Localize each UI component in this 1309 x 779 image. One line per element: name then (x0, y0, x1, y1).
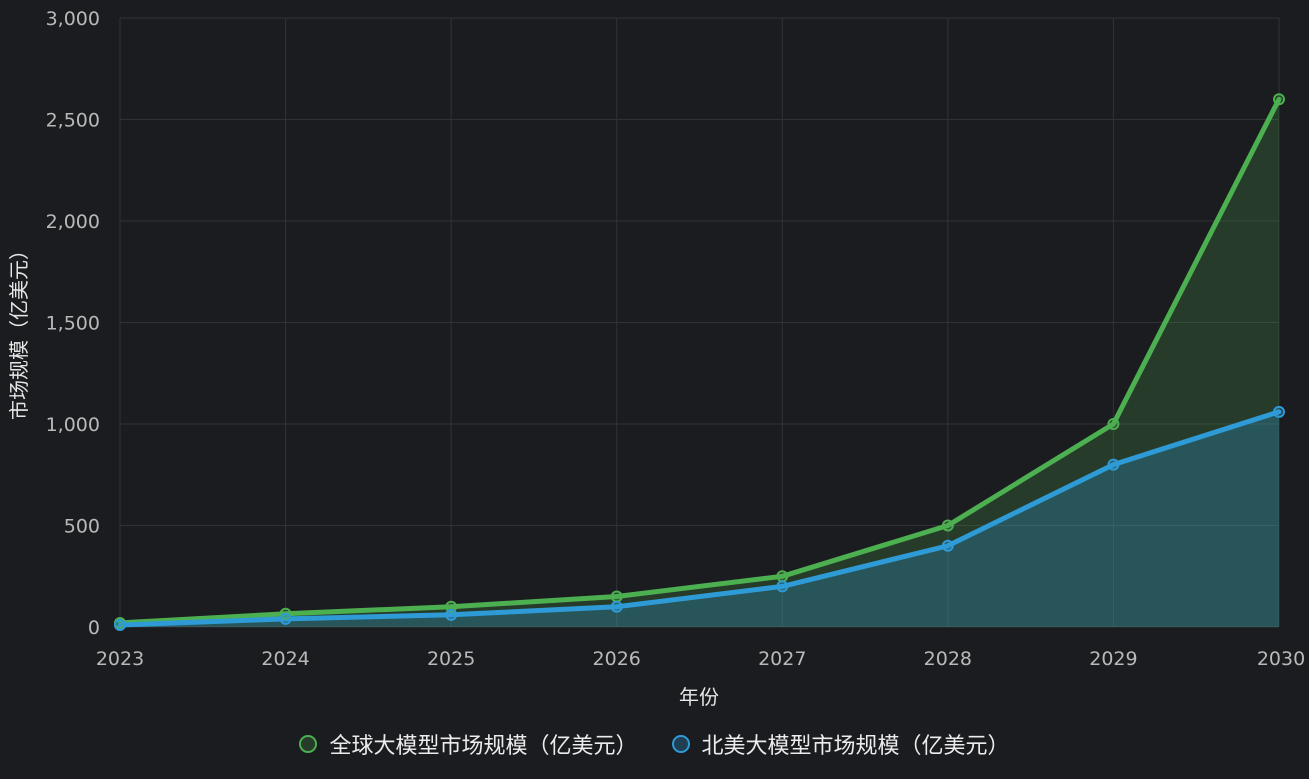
legend-swatch-north-america (671, 735, 690, 753)
y-tick-label: 0 (88, 617, 100, 639)
data-point (1273, 405, 1285, 418)
data-points (114, 93, 1285, 631)
series-line-0 (117, 96, 1282, 626)
data-point (445, 600, 458, 613)
data-point (445, 608, 458, 621)
data-point (610, 600, 623, 613)
y-tick-label: 2,500 (46, 110, 100, 132)
series-lines (117, 96, 1282, 628)
legend: 全球大模型市场规模（亿美元） 北美大模型市场规模（亿美元） (0, 728, 1309, 760)
series-area-0 (120, 99, 1279, 627)
x-tick-label: 2030 (1257, 648, 1305, 670)
data-point (776, 580, 789, 593)
data-point (1107, 418, 1120, 430)
series-area-1 (120, 411, 1279, 627)
data-point (1107, 458, 1120, 471)
x-axis-ticks: 2023 2024 2025 2026 2027 2028 2029 2030 (96, 648, 1305, 670)
legend-item-north-america[interactable]: 北美大模型市场规模（亿美元） (671, 728, 1010, 760)
legend-label-global: 全球大模型市场规模（亿美元） (329, 734, 638, 759)
x-tick-label: 2028 (924, 648, 972, 670)
x-tick-label: 2023 (96, 648, 144, 670)
y-tick-label: 3,000 (46, 8, 100, 30)
x-tick-label: 2029 (1089, 648, 1137, 670)
area-fills (120, 99, 1279, 627)
x-tick-label: 2024 (261, 648, 309, 670)
y-tick-label: 1,000 (46, 414, 100, 436)
x-axis-title: 年份 (679, 685, 719, 709)
legend-item-global[interactable]: 全球大模型市场规模（亿美元） (299, 728, 638, 760)
y-tick-label: 500 (64, 516, 100, 538)
y-tick-label: 1,500 (46, 313, 100, 335)
y-axis-title: 市场规模（亿美元） (7, 240, 31, 420)
legend-swatch-global (299, 735, 318, 753)
data-point (279, 612, 292, 625)
legend-label-north-america: 北美大模型市场规模（亿美元） (701, 734, 1010, 759)
data-point (114, 618, 126, 631)
series-line-1 (117, 409, 1282, 628)
x-tick-label: 2026 (593, 648, 641, 670)
data-point (610, 590, 623, 603)
y-axis-ticks: 0 500 1,000 1,500 2,000 2,500 3,000 (46, 8, 100, 639)
data-point (941, 539, 954, 552)
data-point (776, 570, 789, 583)
data-point (941, 519, 954, 532)
x-tick-label: 2025 (427, 648, 475, 670)
y-tick-label: 2,000 (46, 211, 100, 233)
x-tick-label: 2027 (758, 648, 806, 670)
data-point (1273, 93, 1285, 106)
